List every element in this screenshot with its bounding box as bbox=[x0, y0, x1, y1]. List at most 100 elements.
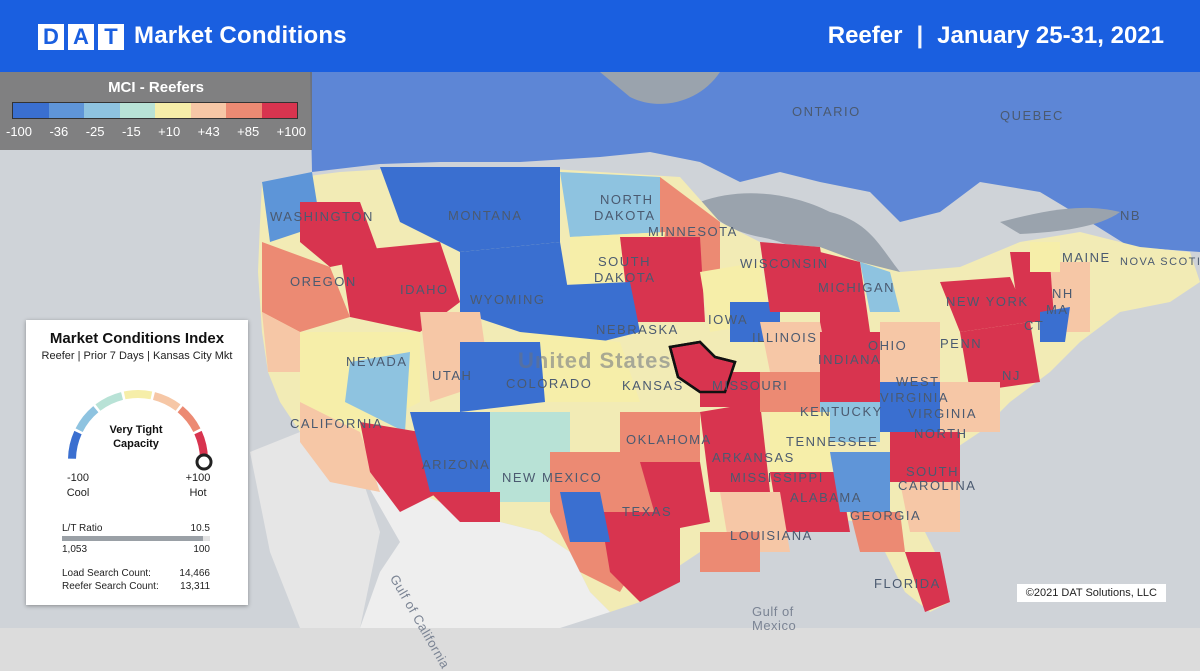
header-bar: D A T Market Conditions Reefer | January… bbox=[0, 0, 1200, 72]
map-label-louisiana: LOUISIANA bbox=[730, 528, 813, 543]
map-label-south-dakota-2: DAKOTA bbox=[594, 270, 656, 285]
map-label-arizona: ARIZONA bbox=[422, 457, 491, 472]
map-label-tennessee: TENNESSEE bbox=[786, 434, 879, 449]
mci-scale-segment bbox=[261, 103, 297, 118]
mci-scale-segment bbox=[84, 103, 120, 118]
map-label-new-york: NEW YORK bbox=[946, 294, 1029, 309]
map-label-nj: NJ bbox=[1002, 368, 1021, 383]
card-title: Market Conditions Index bbox=[49, 330, 225, 347]
mci-tick-label: +10 bbox=[158, 124, 181, 139]
map-label-penn: PENN bbox=[940, 336, 983, 351]
date-range: January 25-31, 2021 bbox=[937, 22, 1164, 49]
map-label-oregon: OREGON bbox=[290, 274, 357, 289]
gauge-max-label: Hot bbox=[189, 487, 207, 499]
map-label-north-dakota-2: DAKOTA bbox=[594, 208, 656, 223]
map-label-ct: CT bbox=[1024, 318, 1045, 333]
lt-ratio-bar bbox=[62, 536, 210, 541]
map-label-gulf-of-mexico-1: Gulf of bbox=[752, 604, 794, 619]
map-label-illinois: ILLINOIS bbox=[752, 330, 818, 345]
mci-tick-label: -25 bbox=[85, 124, 105, 139]
map-label-ma: MA bbox=[1046, 302, 1069, 317]
map-svg bbox=[0, 72, 1200, 628]
load-search-label: Load Search Count: bbox=[62, 568, 151, 579]
map-label-south-carolina-1: SOUTH bbox=[906, 464, 959, 479]
mci-legend: MCI - Reefers -100 -36 -25 -15 +10 +43 +85 +100 bbox=[0, 72, 312, 150]
gauge-status-line1: Very Tight bbox=[109, 424, 163, 436]
map-label-california: CALIFORNIA bbox=[290, 416, 384, 431]
map-label-nevada: NEVADA bbox=[346, 354, 408, 369]
map-label-washington: WASHINGTON bbox=[270, 209, 374, 224]
map-label-united-states: United States bbox=[518, 348, 672, 373]
map-label-mississippi: MISSISSIPPI bbox=[730, 470, 824, 485]
map-label-virginia: VIRGINIA bbox=[908, 406, 978, 421]
gauge-segment bbox=[123, 390, 153, 400]
map-label-ontario: ONTARIO bbox=[792, 104, 861, 119]
map-label-north-carolina: NORTH bbox=[914, 426, 968, 441]
map-label-montana: MONTANA bbox=[448, 208, 523, 223]
logo-letter-d: D bbox=[38, 24, 64, 50]
mci-gauge bbox=[68, 390, 213, 471]
map-label-north-dakota-1: NORTH bbox=[600, 192, 654, 207]
gauge-indicator bbox=[195, 453, 213, 471]
gauge-min-label: Cool bbox=[66, 487, 90, 499]
map-label-nebraska: NEBRASKA bbox=[596, 322, 679, 337]
map-label-missouri: MISSOURI bbox=[712, 378, 789, 393]
mci-tick-label: +43 bbox=[197, 124, 220, 139]
mci-scale-segment bbox=[48, 103, 84, 118]
map-label-michigan: MICHIGAN bbox=[818, 280, 895, 295]
market-conditions-card: Market Conditions Index Reefer | Prior 7… bbox=[26, 320, 248, 605]
mci-tick-label: -100 bbox=[6, 124, 33, 139]
header-separator: | bbox=[916, 22, 924, 49]
load-search-value: 14,466 bbox=[179, 568, 210, 579]
equipment-label: Reefer bbox=[827, 22, 903, 49]
logo-letter-t: T bbox=[98, 24, 124, 50]
map-label-arkansas: ARKANSAS bbox=[712, 450, 795, 465]
map-label-idaho: IDAHO bbox=[400, 282, 449, 297]
map-label-nb: NB bbox=[1120, 208, 1142, 223]
map-label-florida: FLORIDA bbox=[874, 576, 941, 591]
mci-scale-segment bbox=[13, 103, 49, 118]
map-label-west-virginia-2: VIRGINIA bbox=[880, 390, 950, 405]
market-map: ONTARIO QUEBEC NB NOVA SCOTIA WASHINGTON… bbox=[0, 72, 1200, 671]
map-label-maine: MAINE bbox=[1062, 250, 1111, 265]
mci-scale-segment bbox=[226, 103, 262, 118]
map-label-quebec: QUEBEC bbox=[1000, 108, 1064, 123]
lt-ratio-bar-fill bbox=[62, 536, 203, 541]
header-right: Reefer | January 25-31, 2021 bbox=[828, 22, 1164, 50]
reefer-search-label: Reefer Search Count: bbox=[62, 581, 159, 592]
mci-tick-label: +85 bbox=[237, 124, 260, 139]
map-label-nova-scotia: NOVA SCOTIA bbox=[1120, 256, 1200, 268]
gauge-segment bbox=[95, 392, 124, 411]
lt-ratio-loads: 1,053 bbox=[62, 544, 88, 555]
map-label-south-dakota-1: SOUTH bbox=[598, 254, 651, 269]
mci-color-scale bbox=[12, 102, 298, 119]
map-label-utah: UTAH bbox=[432, 368, 473, 383]
logo-letter-a: A bbox=[68, 24, 94, 50]
map-label-alabama: ALABAMA bbox=[790, 490, 862, 505]
lt-ratio-trucks: 100 bbox=[193, 544, 210, 555]
gauge-status: Very Tight Capacity bbox=[86, 423, 186, 451]
map-label-minnesota: MINNESOTA bbox=[648, 224, 738, 239]
map-label-new-mexico: NEW MEXICO bbox=[502, 470, 603, 485]
lt-ratio-value: 10.5 bbox=[190, 523, 210, 534]
map-label-colorado: COLORADO bbox=[506, 376, 593, 391]
gauge-segment bbox=[68, 430, 82, 459]
gauge-segment bbox=[75, 406, 99, 433]
mci-legend-title: MCI - Reefers bbox=[108, 79, 204, 96]
gauge-segment bbox=[177, 406, 201, 433]
map-label-gulf-of-mexico-2: Mexico bbox=[752, 618, 797, 633]
lt-ratio-label: L/T Ratio bbox=[62, 523, 103, 534]
mci-tick-labels: -100 -36 -25 -15 +10 +43 +85 +100 bbox=[6, 124, 306, 139]
map-label-texas: TEXAS bbox=[622, 504, 673, 519]
gauge-segment bbox=[152, 392, 181, 411]
gauge-status-line2: Capacity bbox=[113, 438, 159, 450]
mci-tick-label: -15 bbox=[121, 124, 141, 139]
copyright-notice: ©2021 DAT Solutions, LLC bbox=[1016, 584, 1166, 602]
map-label-wisconsin: WISCONSIN bbox=[740, 256, 829, 271]
card-subtitle: Reefer | Prior 7 Days | Kansas City Mkt bbox=[41, 350, 233, 362]
map-label-ohio: OHIO bbox=[868, 338, 908, 353]
reefer-search-value: 13,311 bbox=[180, 581, 210, 592]
mci-scale-segment bbox=[119, 103, 155, 118]
mci-scale-segment bbox=[155, 103, 191, 118]
map-label-iowa: IOWA bbox=[708, 312, 749, 327]
